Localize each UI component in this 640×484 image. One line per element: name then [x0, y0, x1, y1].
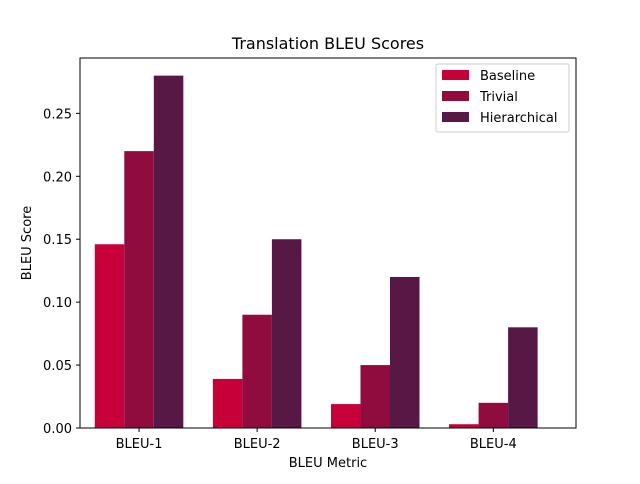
y-tick-label: 0.10	[43, 296, 72, 311]
y-axis-label: BLEU Score	[20, 206, 35, 280]
plot-frame	[79, 57, 577, 429]
y-axis: 0.00 0.05 0.10 0.15 0.20 0.25	[43, 107, 80, 437]
legend-swatch-trivial	[442, 91, 469, 101]
x-axis: BLEU-1 BLEU-2 BLEU-3 BLEU-4	[116, 428, 517, 452]
bar-trivial-bleu-2	[242, 314, 272, 428]
bar-baseline-bleu-3	[330, 404, 361, 428]
x-axis-label: BLEU Metric	[289, 456, 367, 471]
bar-baseline-bleu-4	[449, 424, 479, 428]
chart-title: Translation BLEU Scores	[231, 34, 424, 53]
bar-trivial-bleu-1	[124, 151, 154, 428]
bar-hierarchical-bleu-2	[271, 239, 302, 428]
y-tick-label: 0.20	[43, 170, 72, 185]
bar-trivial-bleu-3	[360, 365, 390, 428]
x-tick-label: BLEU-4	[470, 437, 517, 452]
y-tick-label: 0.00	[43, 422, 72, 437]
bars-layer	[94, 75, 538, 428]
y-tick-label: 0.05	[43, 359, 72, 374]
bar-hierarchical-bleu-4	[508, 327, 538, 428]
legend-swatch-hierarchical	[442, 112, 469, 122]
y-tick-label: 0.25	[43, 107, 72, 122]
legend-label-trivial: Trivial	[479, 90, 518, 105]
legend-label-baseline: Baseline	[480, 69, 535, 84]
x-tick-label: BLEU-3	[352, 437, 399, 452]
bar-baseline-bleu-1	[94, 244, 125, 428]
x-tick-label: BLEU-2	[234, 437, 281, 452]
bar-hierarchical-bleu-3	[390, 276, 420, 428]
bar-trivial-bleu-4	[478, 402, 509, 428]
legend-swatch-baseline	[442, 70, 469, 80]
bar-hierarchical-bleu-1	[153, 75, 184, 428]
legend: Baseline Trivial Hierarchical	[435, 63, 570, 133]
legend-box	[435, 63, 570, 133]
bar-baseline-bleu-2	[212, 378, 243, 428]
x-tick-label: BLEU-1	[116, 437, 163, 452]
y-tick-label: 0.15	[43, 233, 72, 248]
legend-label-hierarchical: Hierarchical	[480, 111, 557, 126]
